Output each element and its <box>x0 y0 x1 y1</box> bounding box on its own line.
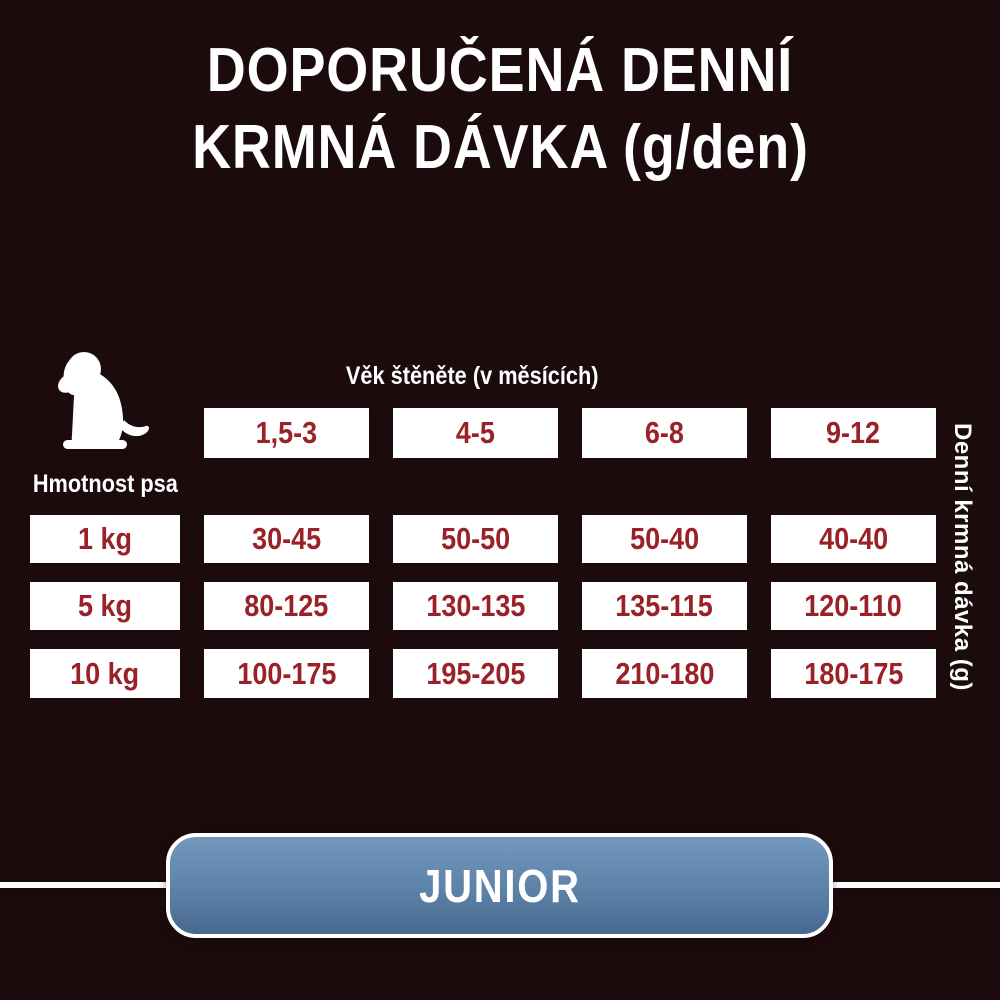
dose-cell: 80-125 <box>204 582 369 630</box>
weight-axis-label: Hmotnost psa <box>32 470 179 498</box>
page-title-line-2: KRMNÁ DÁVKA (g/den) <box>191 113 809 182</box>
age-header-cell: 4-5 <box>393 408 558 458</box>
dose-cell: 195-205 <box>393 649 558 698</box>
dose-cell: 180-175 <box>771 649 936 698</box>
dose-cell: 50-40 <box>582 515 747 563</box>
age-header-cell: 1,5-3 <box>204 408 369 458</box>
weight-header-cell: 10 kg <box>30 649 180 698</box>
dose-cell: 40-40 <box>771 515 936 563</box>
age-axis-label: Věk štěněte (v měsících) <box>345 362 599 390</box>
weight-header-cell: 1 kg <box>30 515 180 563</box>
dose-cell: 30-45 <box>204 515 369 563</box>
dose-cell: 50-50 <box>393 515 558 563</box>
junior-button-label: JUNIOR <box>418 859 581 912</box>
weight-header-cell: 5 kg <box>30 582 180 630</box>
junior-button[interactable]: JUNIOR <box>166 833 833 938</box>
dose-cell: 100-175 <box>204 649 369 698</box>
daily-amount-axis-label: Denní krmná dávka (g) <box>949 423 976 691</box>
puppy-icon <box>54 352 158 456</box>
page-title: DOPORUČENÁ DENNÍ KRMNÁ DÁVKA (g/den) <box>0 32 1000 186</box>
dose-cell: 130-135 <box>393 582 558 630</box>
dose-cell: 120-110 <box>771 582 936 630</box>
page-title-line-1: DOPORUČENÁ DENNÍ <box>206 36 794 105</box>
age-header-cell: 9-12 <box>771 408 936 458</box>
dose-cell: 135-115 <box>582 582 747 630</box>
age-header-cell: 6-8 <box>582 408 747 458</box>
dose-cell: 210-180 <box>582 649 747 698</box>
